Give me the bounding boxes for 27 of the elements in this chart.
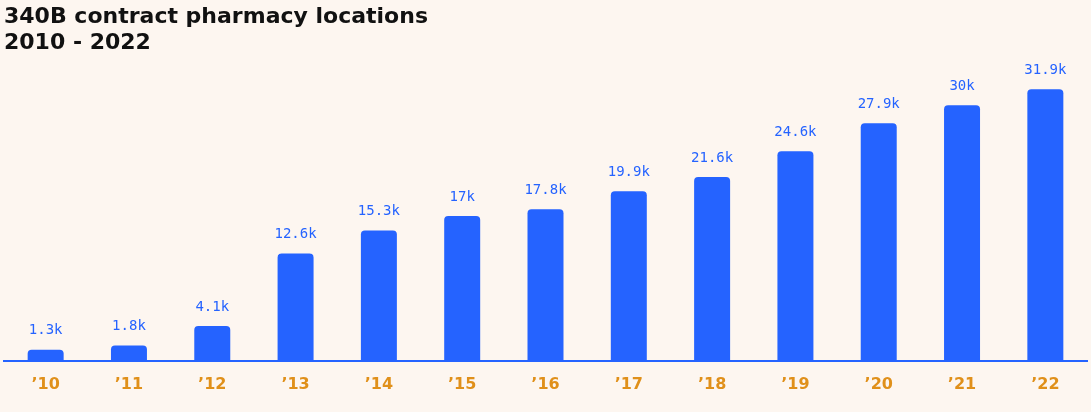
data-label: 17k (449, 187, 476, 204)
data-label: 30k (949, 77, 976, 94)
x-tick-label: ’22 (1031, 373, 1060, 393)
data-label: 12.6k (274, 225, 318, 242)
x-tick-label: ’18 (697, 373, 727, 393)
chart-title: 340B contract pharmacy locations 2010 - 2022 (4, 2, 428, 55)
x-tick-label: ’21 (947, 373, 977, 393)
data-label: 24.6k (774, 122, 818, 139)
data-label: 17.8k (524, 180, 568, 197)
x-tick-label: ’14 (364, 373, 394, 393)
x-tick-label: ’13 (281, 373, 310, 393)
x-tick-label: ’10 (31, 373, 60, 393)
x-tick-label: ’11 (114, 373, 144, 393)
data-label: 31.9k (1024, 60, 1067, 77)
x-tick-label: ’15 (448, 373, 477, 393)
x-tick-label: ’19 (781, 373, 810, 393)
data-label: 21.6k (691, 148, 734, 165)
data-label: 4.1k (195, 297, 230, 314)
x-tick-label: ’20 (864, 373, 893, 393)
data-label: 19.9k (607, 163, 651, 180)
x-tick-label: ’16 (531, 373, 560, 393)
data-label: 1.3k (28, 321, 64, 338)
data-label: 1.8k (112, 317, 147, 334)
data-label: 15.3k (357, 202, 401, 219)
data-label: 27.9k (857, 94, 901, 111)
x-tick-label: ’12 (198, 373, 227, 393)
x-tick-label: ’17 (614, 373, 643, 393)
